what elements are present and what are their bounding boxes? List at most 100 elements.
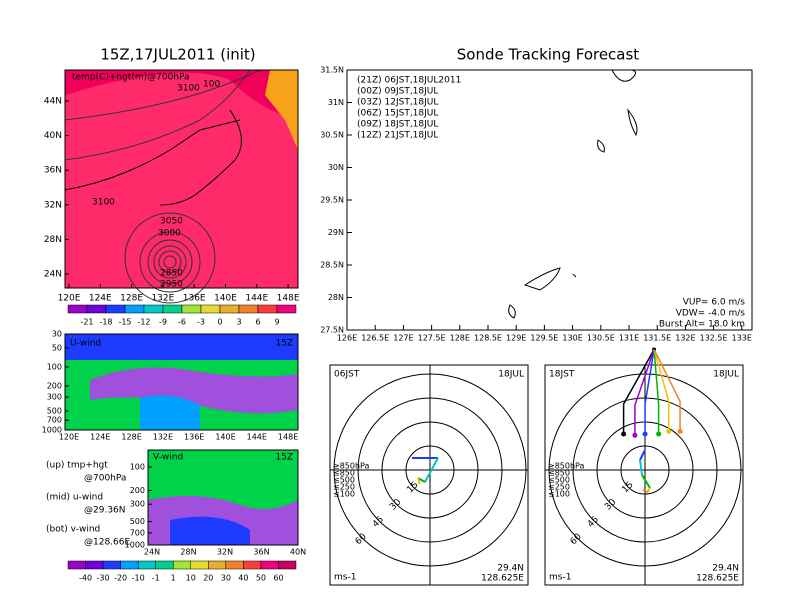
hodo-lon: 128.625E: [481, 574, 524, 584]
colorbar-label: -12: [137, 318, 150, 327]
track: [653, 349, 681, 432]
colorbar-box: [137, 560, 156, 570]
hodo-frame: [544, 364, 744, 586]
p-tick: 300: [47, 393, 62, 402]
hodo-legend: ≤100: [548, 490, 570, 499]
colorbar-label: -20: [114, 574, 127, 583]
hodo-legend: ≤500: [333, 476, 355, 485]
hodo-date: 18JUL: [713, 370, 739, 380]
lon-tick: 127.5E: [418, 334, 446, 343]
note: (mid) u-wind: [46, 493, 103, 503]
p-tick: 300: [130, 500, 145, 509]
v-frame: [147, 449, 299, 546]
colorbar-box: [172, 560, 192, 570]
lon-tick: 124E: [90, 433, 110, 442]
colorbar-box: [238, 304, 259, 314]
contour-label: 2850: [160, 269, 183, 279]
hodo-legend: ≤250: [333, 483, 355, 492]
contour-label: 3100: [177, 84, 200, 94]
ring-label: 45: [586, 515, 601, 530]
hodo-trace: [639, 449, 646, 461]
param: VDW= -4.0 m/s: [676, 309, 746, 319]
lon-tick: 133E: [732, 334, 752, 343]
colorbar-box: [102, 560, 121, 570]
hodo-lat: 29.4N: [712, 564, 739, 574]
lat-tick: 36N: [253, 548, 269, 557]
track: [622, 349, 655, 434]
colorbar-box: [67, 560, 86, 570]
note: (up) tmp+hgt: [46, 461, 108, 471]
note: @128.66E: [84, 538, 130, 548]
colorbar-box: [143, 304, 164, 314]
colorbar-label: 9: [274, 318, 279, 327]
lat-tick: 40N: [290, 548, 306, 557]
ring-label: 60: [354, 532, 369, 547]
p-tick: 100: [47, 362, 62, 371]
hodographs: 06JST 18JUL29.4N128.625Ems-1≥850hPa≤850≤5…: [329, 364, 744, 586]
u-frame: [64, 333, 299, 431]
contour-labels: 3100 100 3100 3050 3000 2850 2950: [92, 80, 220, 290]
colorbar-box: [155, 560, 174, 570]
landing-point: [621, 431, 627, 437]
p-tick: 500: [47, 407, 62, 416]
track-title: Sonde Tracking Forecast: [457, 46, 640, 64]
lon-tick: 126E: [337, 334, 357, 343]
ring-label: 45: [371, 515, 386, 530]
p-tick: 50: [52, 343, 62, 352]
landing-point: [666, 428, 672, 434]
note: @29.36N: [84, 506, 126, 516]
landing-point: [642, 431, 648, 437]
colorbar-label: 10: [186, 574, 196, 583]
p-tick: 700: [130, 528, 145, 537]
p-tick: 200: [130, 486, 145, 495]
notes: (up) tmp+hgt @700hPa (mid) u-wind @29.36N (b…: [46, 461, 130, 548]
map-label: temp(C)+hgt(m)@700hPa: [72, 73, 190, 83]
colorbar-box: [86, 304, 107, 314]
legend-entry: (21Z) 06JST,18JUL2011: [357, 76, 461, 86]
colorbar-label: -15: [118, 318, 131, 327]
hodo-trace: [424, 457, 439, 483]
v-time: 15Z: [275, 453, 293, 463]
hodo-date: 18JUL: [498, 370, 524, 380]
lat-tick: 31N: [328, 98, 344, 107]
lat-tick: 29N: [328, 228, 344, 237]
lon-tick: 129.5E: [530, 334, 558, 343]
p-tick: 700: [47, 416, 62, 425]
lon-tick: 136E: [184, 433, 204, 442]
param: Burst Alt= 18.0 km: [659, 320, 745, 330]
lon-tick: 128E: [120, 294, 143, 304]
lat-tick: 30N: [328, 163, 344, 172]
hodo-trace: [647, 487, 651, 493]
ring-label: 30: [388, 497, 403, 512]
legend-entry: (09Z) 18JST,18JUL: [357, 120, 438, 130]
u-label: U-wind: [70, 339, 101, 349]
map-title: 15Z,17JUL2011 (init): [100, 46, 255, 64]
hodo-legend: ≤250: [548, 483, 570, 492]
lat-tick: 24N: [44, 270, 62, 280]
lon-tick: 140E: [214, 294, 237, 304]
lon-tick: 128E: [121, 433, 141, 442]
track: [653, 349, 670, 432]
colorbar-label: 60: [273, 574, 283, 583]
colorbar-label: -1: [152, 574, 160, 583]
landing-point: [656, 431, 662, 437]
lon-tick: 148E: [277, 294, 300, 304]
lon-tick: 131.5E: [643, 334, 671, 343]
lat-tick: 44N: [44, 97, 62, 107]
lon-tick: 132E: [151, 294, 174, 304]
colorbar-label: -10: [132, 574, 145, 583]
lon-tick: 132E: [675, 334, 695, 343]
legend-entry: (06Z) 15JST,18JUL: [357, 109, 438, 119]
hodo-trace: [639, 459, 643, 476]
hodo-lon: 128.625E: [696, 574, 739, 584]
v-label: V-wind: [153, 453, 183, 463]
lon-tick: 132E: [153, 433, 173, 442]
legend-entry: (00Z) 09JST,18JUL: [357, 87, 438, 97]
colorbar-box: [243, 560, 262, 570]
cool-region: [65, 70, 298, 120]
lat-tick: 28N: [180, 548, 196, 557]
note: @700hPa: [84, 474, 126, 484]
contour-label: 3050: [160, 217, 183, 227]
lon-tick: 140E: [215, 433, 235, 442]
lon-tick: 132.5E: [700, 334, 728, 343]
